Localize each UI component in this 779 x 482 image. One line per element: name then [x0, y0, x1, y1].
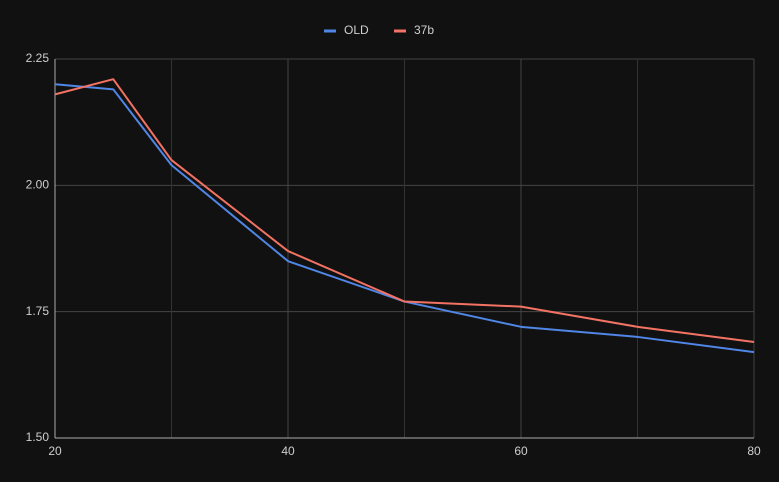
legend-label: 37b: [414, 23, 434, 37]
y-tick-label: 1.50: [26, 430, 50, 444]
x-tick-label: 40: [281, 444, 295, 458]
x-tick-label: 80: [747, 444, 761, 458]
x-tick-label: 60: [514, 444, 528, 458]
y-tick-label: 2.25: [26, 51, 50, 65]
y-tick-label: 1.75: [26, 304, 50, 318]
x-tick-label: 20: [48, 444, 62, 458]
series-line: [54, 83, 755, 354]
series-line: [54, 78, 755, 343]
legend-label: OLD: [344, 23, 369, 37]
y-tick-label: 2.00: [26, 178, 50, 192]
